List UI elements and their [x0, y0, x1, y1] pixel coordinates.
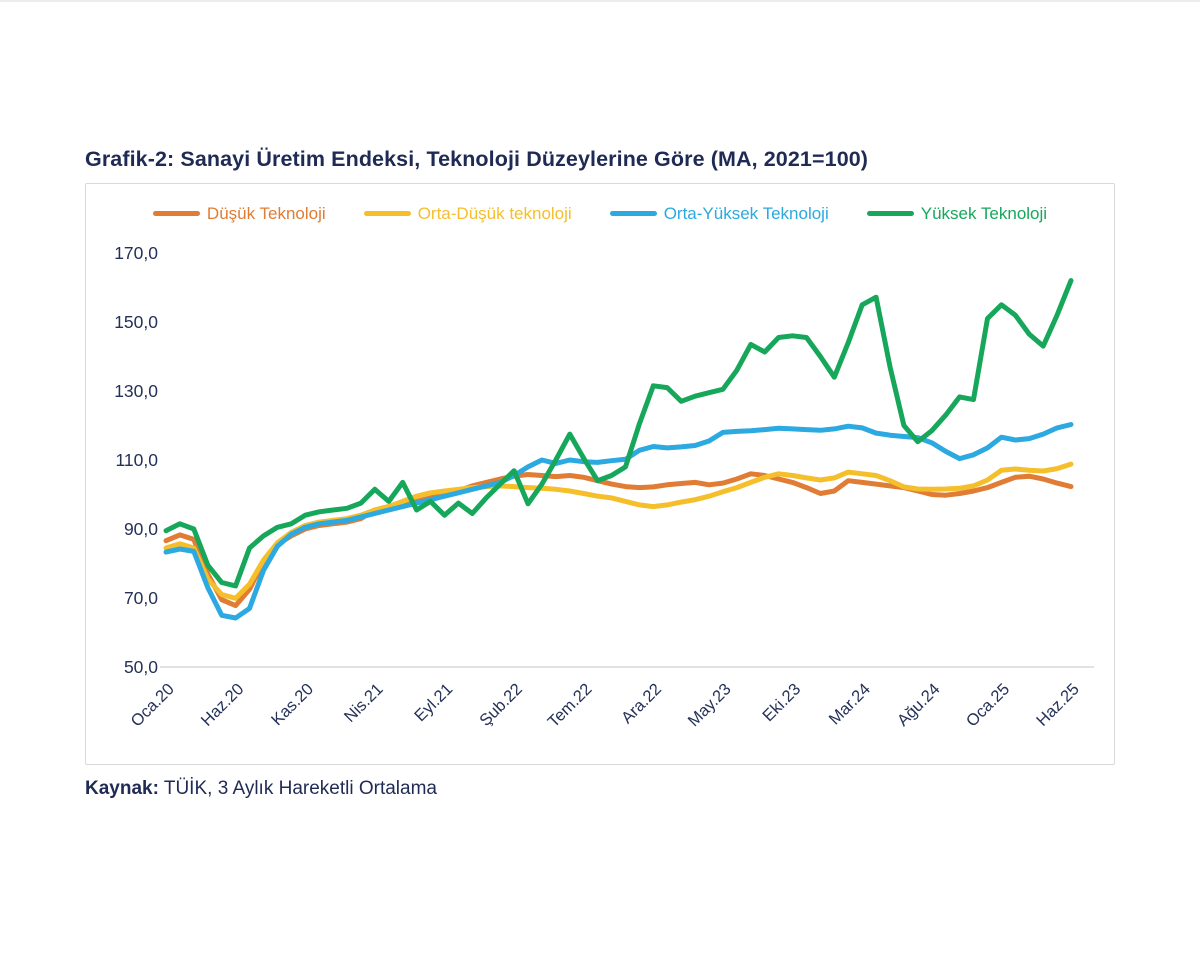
legend-item: Yüksek Teknoloji	[866, 203, 1048, 223]
x-tick-label: Eki.23	[759, 680, 804, 725]
legend-label: Orta-Yüksek Teknoloji	[663, 203, 829, 223]
x-tick-label: Ağu.24	[894, 680, 944, 730]
legend-line-swatch-icon	[363, 210, 411, 216]
source-text: TÜİK, 3 Aylık Hareketli Ortalama	[158, 778, 437, 799]
legend-label: Yüksek Teknoloji	[920, 203, 1048, 223]
x-tick-label: Ara.22	[618, 680, 665, 727]
x-tick-label: Eyl.21	[411, 680, 456, 725]
legend-item: Düşük Teknoloji	[152, 203, 326, 223]
x-tick-label: Haz.20	[198, 680, 248, 730]
y-tick-label: 110,0	[116, 450, 159, 470]
x-tick-label: Şub.22	[476, 680, 526, 730]
legend: Düşük Teknoloji Orta-Düşük teknoloji Orta-…	[86, 200, 1114, 226]
y-tick-label: 50,0	[124, 657, 158, 677]
x-tick-label: Mar.24	[826, 680, 874, 728]
y-tick-label: 130,0	[114, 381, 158, 401]
x-tick-label: Oca.20	[127, 680, 177, 730]
x-tick-label: Oca.25	[963, 680, 1013, 730]
legend-line-swatch-icon	[609, 210, 657, 216]
y-tick-label: 170,0	[114, 243, 158, 263]
source-line: Kaynak: TÜİK, 3 Aylık Hareketli Ortalama	[85, 778, 1115, 800]
chart-plot: 170,0 150,0 130,0 110,0 90,0 70,0 50,0 Oca.20 Ha…	[114, 243, 1094, 731]
legend-label: Düşük Teknoloji	[206, 203, 326, 223]
legend-line-swatch-icon	[152, 210, 200, 216]
source-label: Kaynak:	[85, 778, 159, 799]
y-tick-label: 70,0	[124, 588, 158, 608]
x-tick-label: Kas.20	[268, 680, 317, 729]
x-tick-label: May.23	[685, 680, 735, 730]
legend-label: Orta-Düşük teknoloji	[417, 203, 572, 223]
series-line	[163, 422, 1074, 621]
page-title: Grafik-2: Sanayi Üretim Endeksi, Teknolo…	[85, 147, 869, 171]
series-line	[163, 471, 1074, 609]
series-line	[163, 278, 1074, 589]
legend-line-swatch-icon	[866, 210, 914, 216]
chart-card: Düşük Teknoloji Orta-Düşük teknoloji Orta-…	[85, 183, 1115, 765]
legend-item: Orta-Düşük teknoloji	[363, 203, 572, 223]
x-tick-label: Nis.21	[341, 680, 387, 726]
legend-item: Orta-Yüksek Teknoloji	[609, 203, 829, 223]
y-tick-label: 150,0	[114, 312, 158, 332]
x-tick-label: Tem.22	[545, 680, 596, 731]
x-tick-label: Haz.25	[1033, 680, 1083, 730]
y-tick-label: 90,0	[124, 519, 158, 539]
